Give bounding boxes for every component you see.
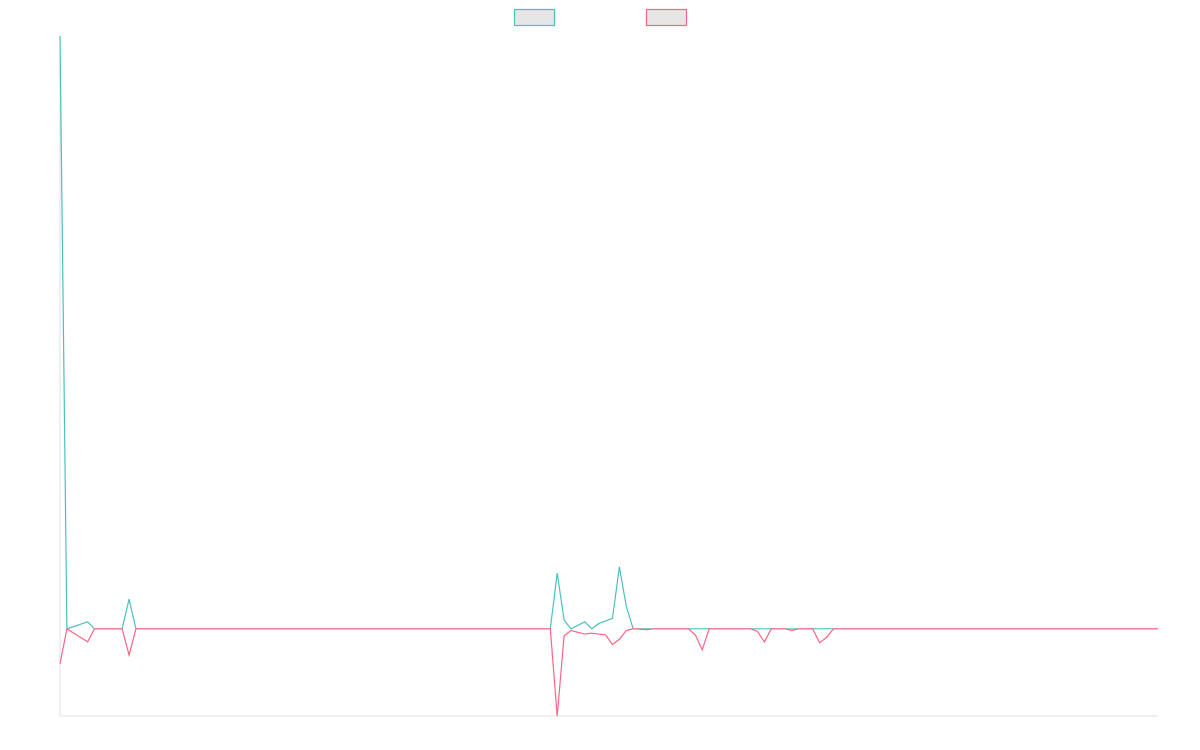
- series-2-line: [59, 627, 1158, 717]
- series-1: [59, 35, 1158, 630]
- axes: [59, 36, 1158, 717]
- plot-area: [59, 35, 1158, 717]
- legend-swatch-1: [513, 8, 556, 27]
- legend: [513, 8, 688, 27]
- series-1-line: [59, 35, 1158, 630]
- legend-swatch-2: [645, 8, 688, 27]
- series-2: [59, 627, 1158, 717]
